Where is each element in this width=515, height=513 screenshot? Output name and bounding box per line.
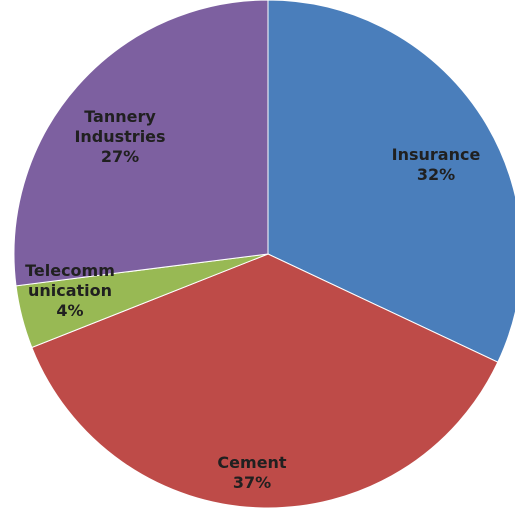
slice-name-label: Industries bbox=[74, 127, 165, 146]
slice-label-insurance: Insurance 32% bbox=[392, 145, 481, 184]
slice-name-label: Telecomm bbox=[25, 261, 115, 280]
slice-percent-label: 4% bbox=[56, 301, 83, 320]
slice-name-label: Cement bbox=[217, 453, 287, 472]
pie-slice-insurance bbox=[267, 0, 515, 363]
slice-name-label: Insurance bbox=[392, 145, 481, 164]
slice-label-cement: Cement 37% bbox=[217, 453, 287, 492]
slice-label-tanneryindustries: Tannery Industries 27% bbox=[74, 107, 165, 166]
slice-name-label: unication bbox=[28, 281, 112, 300]
slice-percent-label: 32% bbox=[417, 165, 455, 184]
pie-slice-cement bbox=[31, 253, 499, 509]
slice-name-label: Tannery bbox=[84, 107, 156, 126]
slice-percent-label: 27% bbox=[101, 147, 139, 166]
slice-percent-label: 37% bbox=[233, 473, 271, 492]
pie-slice-tanneryindustries bbox=[13, 0, 269, 287]
slice-label-telecommunication: Telecomm unication 4% bbox=[25, 261, 115, 320]
